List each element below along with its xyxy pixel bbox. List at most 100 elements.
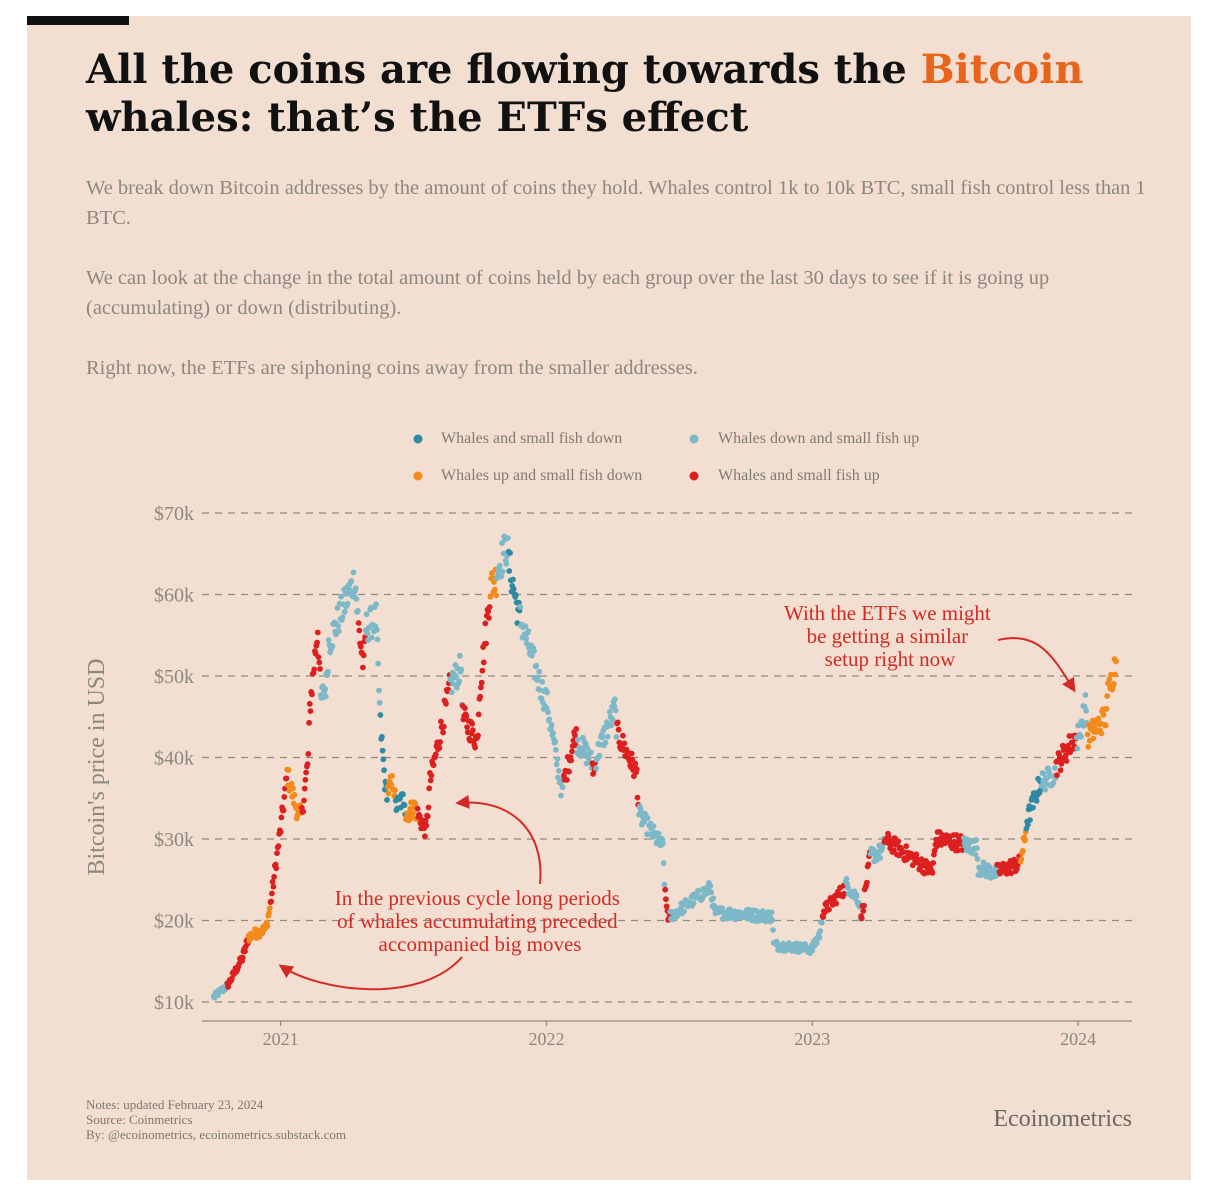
price-point <box>992 868 998 875</box>
price-point <box>1063 758 1070 764</box>
price-point <box>335 623 342 629</box>
price-point <box>1078 733 1084 740</box>
price-point <box>695 888 702 895</box>
price-point <box>306 719 312 726</box>
price-point <box>1011 856 1017 863</box>
page-title: All the coins are flowing towards the Bi… <box>86 46 1146 142</box>
price-point <box>608 722 615 729</box>
annotations: In the previous cycle long periods of wh… <box>278 601 1076 991</box>
legend-label-whales-down-small-fish-up: Whales down and small fish up <box>718 430 919 447</box>
price-point <box>350 569 357 576</box>
y-tick-label: $30k <box>154 829 194 851</box>
price-point <box>306 700 313 707</box>
price-point <box>955 847 961 854</box>
price-point <box>707 883 714 889</box>
price-point <box>505 535 511 541</box>
price-point <box>959 847 966 853</box>
price-point <box>301 797 307 804</box>
price-point <box>277 829 284 835</box>
price-point <box>913 851 920 858</box>
annotation-left-line-3: accompanied big moves <box>379 932 582 956</box>
price-point <box>973 837 980 843</box>
price-point <box>414 805 421 812</box>
price-point <box>816 934 823 941</box>
price-point <box>865 861 872 868</box>
price-point <box>593 765 599 772</box>
price-point <box>1069 739 1076 746</box>
price-point <box>564 776 570 783</box>
price-point <box>269 890 275 897</box>
price-point <box>584 745 591 752</box>
price-point <box>974 845 980 852</box>
price-point <box>275 843 282 849</box>
price-point <box>853 893 860 900</box>
price-point <box>239 954 246 961</box>
price-point <box>348 578 355 584</box>
price-point <box>1084 731 1091 738</box>
price-point <box>450 681 457 687</box>
price-point <box>1083 707 1089 714</box>
price-point <box>1057 767 1064 774</box>
price-point <box>1113 658 1119 665</box>
annotation-arrow-right <box>997 637 1076 693</box>
price-point <box>307 708 314 714</box>
price-point <box>818 919 825 926</box>
price-point <box>229 975 235 982</box>
price-point <box>573 726 580 732</box>
price-point <box>544 689 551 696</box>
price-point <box>288 780 295 787</box>
price-point <box>301 785 308 792</box>
price-point <box>1041 770 1047 777</box>
price-point <box>388 781 395 788</box>
legend-marker-whales-and-small-fish-down <box>413 434 423 444</box>
price-point <box>1033 798 1040 804</box>
y-tick-label: $40k <box>154 748 194 770</box>
price-point <box>360 664 366 671</box>
price-point <box>309 691 315 698</box>
price-point <box>1046 773 1053 779</box>
price-point <box>360 652 367 659</box>
price-point <box>303 769 309 776</box>
price-point <box>569 748 575 755</box>
price-point <box>660 840 666 847</box>
price-point <box>633 766 640 773</box>
price-point <box>1104 693 1111 699</box>
price-point <box>311 666 318 673</box>
price-point <box>615 726 622 733</box>
price-point <box>499 568 506 575</box>
price-point <box>472 744 478 751</box>
price-point <box>826 906 832 913</box>
price-point <box>599 734 606 741</box>
price-point <box>475 711 482 718</box>
price-point <box>1110 680 1117 687</box>
legend-marker-whales-and-small-fish-up <box>689 471 699 481</box>
price-point <box>392 787 398 793</box>
price-point <box>329 643 336 650</box>
annotation-right-line-2: be getting a similar <box>807 624 969 648</box>
subtitle-paragraph-1: We break down Bitcoin addresses by the a… <box>86 177 1146 229</box>
price-point <box>770 927 776 933</box>
price-point <box>554 756 561 762</box>
price-point <box>1027 817 1033 823</box>
price-point <box>529 652 535 659</box>
price-point <box>546 716 553 723</box>
x-tick-label: 2024 <box>1060 1029 1096 1049</box>
price-point <box>491 586 498 593</box>
price-point <box>523 640 530 647</box>
price-point <box>400 791 406 798</box>
price-point <box>895 838 902 845</box>
price-point <box>381 767 387 774</box>
price-point <box>972 851 979 858</box>
annotation-right-text: With the ETFs we might be getting a simi… <box>784 601 996 671</box>
price-point <box>930 860 937 866</box>
price-point <box>553 747 559 753</box>
price-point <box>407 805 414 812</box>
price-point <box>719 905 725 912</box>
price-point <box>436 745 443 751</box>
price-point <box>480 659 487 666</box>
footer-notes: Notes: updated February 23, 2024 <box>86 1097 264 1112</box>
price-point <box>454 684 460 691</box>
price-point <box>440 723 447 730</box>
price-point <box>305 751 312 757</box>
price-point <box>621 740 628 747</box>
